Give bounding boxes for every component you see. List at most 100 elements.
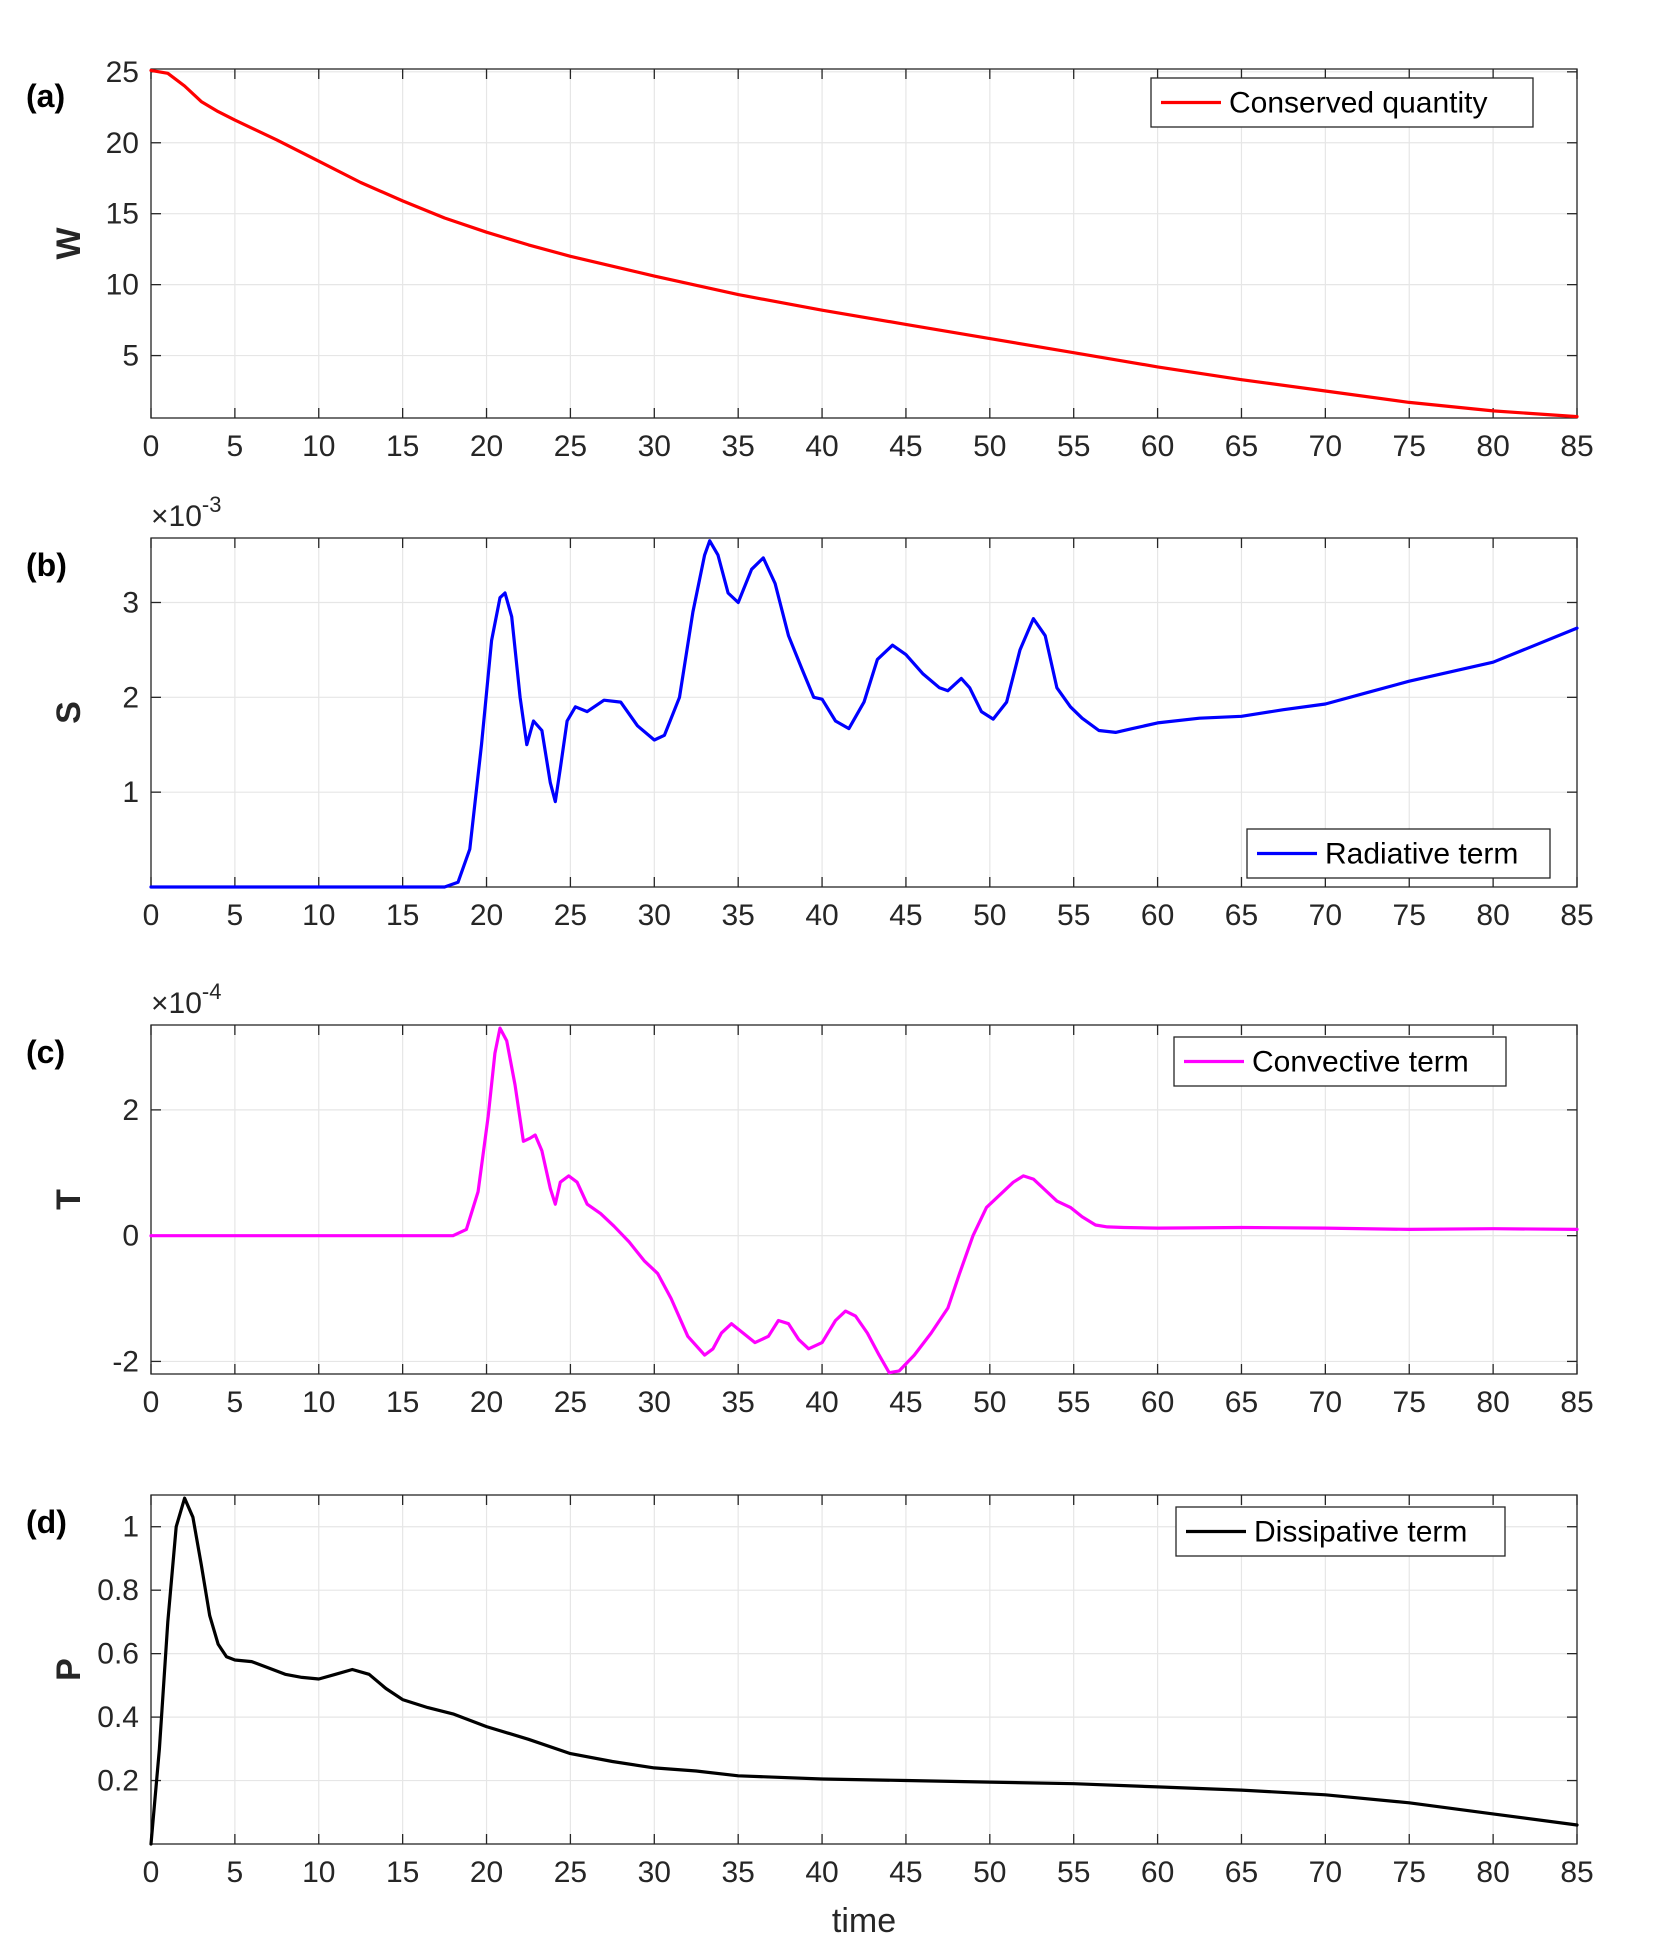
axes-frame [150,1494,1578,1845]
x-tick-label: 5 [227,430,244,463]
x-tick-label: 15 [386,430,419,463]
axes-frame [150,1024,1578,1375]
x-tick-label: 75 [1393,430,1426,463]
x-tick-label: 15 [386,899,419,932]
panel-label: (b) [26,547,67,583]
x-tick-label: 55 [1057,1856,1090,1889]
y-tick-label: 10 [106,269,139,302]
y-tick-label: -2 [112,1345,139,1378]
y-axis-label: P [50,1658,88,1681]
panel-label: (c) [26,1034,65,1070]
x-tick-label: 55 [1057,1386,1090,1419]
x-tick-label: 40 [805,1386,838,1419]
x-tick-label: 5 [227,899,244,932]
x-tick-label: 20 [470,1386,503,1419]
panel-label: (a) [26,78,65,114]
x-tick-label: 45 [889,899,922,932]
y-axis-label: S [50,701,88,724]
y-tick-label: 1 [122,1511,139,1544]
x-tick-label: 0 [143,1386,160,1419]
legend-label: Convective term [1252,1046,1469,1079]
x-tick-label: 65 [1225,430,1258,463]
y-tick-label: 0.8 [97,1574,139,1607]
y-tick-label: 3 [122,586,139,619]
y-tick-label: 5 [122,340,139,373]
x-tick-label: 30 [638,1386,671,1419]
axis-exponent: ×10-4 [151,979,221,1020]
x-tick-label: 85 [1560,430,1593,463]
x-tick-label: 65 [1225,899,1258,932]
x-tick-label: 30 [638,430,671,463]
legend-label: Dissipative term [1254,1516,1467,1549]
panel-b: 0 5 10 15 20 25 30 35 40 45 50 55 60 65 70 75 80 85 1 2 3 S (b… [26,492,1594,932]
x-tick-label: 70 [1309,1386,1342,1419]
series-line [149,68,1579,419]
x-tick-label: 5 [227,1856,244,1889]
legend: Conserved quantity [1150,77,1534,128]
x-tick-label: 60 [1141,430,1174,463]
x-tick-label: 45 [889,1386,922,1419]
panel-c: 0 5 10 15 20 25 30 35 40 45 50 55 60 65 70 75 80 85-202T(… [26,979,1594,1419]
axis-exponent: ×10-3 [151,492,221,533]
y-tick-label: 1 [122,776,139,809]
x-tick-label: 55 [1057,430,1090,463]
x-tick-label: 25 [554,430,587,463]
x-tick-label: 30 [638,1856,671,1889]
x-tick-label: 60 [1141,1386,1174,1419]
series-line [149,1496,1579,1846]
x-tick-label: 40 [805,1856,838,1889]
legend-label: Radiative term [1325,838,1518,871]
y-tick-label: 2 [122,681,139,714]
legend-label: Conserved quantity [1229,87,1488,120]
y-tick-label: 2 [122,1094,139,1127]
x-tick-label: 5 [227,1386,244,1419]
x-tick-label: 80 [1476,1856,1509,1889]
x-tick-label: 10 [302,430,335,463]
y-tick-label: 20 [106,127,139,160]
x-tick-label: 35 [721,1386,754,1419]
x-tick-label: 25 [554,1856,587,1889]
x-tick-label: 35 [721,899,754,932]
x-tick-label: 35 [721,1856,754,1889]
x-tick-label: 30 [638,899,671,932]
x-tick-label: 65 [1225,1856,1258,1889]
x-tick-label: 20 [470,430,503,463]
x-tick-label: 80 [1476,430,1509,463]
series-line [149,1026,1579,1375]
legend: Radiative term [1246,828,1551,879]
y-axis-label: W [50,227,88,260]
x-tick-label: 70 [1309,430,1342,463]
x-tick-label: 50 [973,1856,1006,1889]
series-line [149,539,1579,889]
x-tick-label: 50 [973,899,1006,932]
x-tick-label: 20 [470,1856,503,1889]
x-tick-label: 75 [1393,899,1426,932]
y-tick-label: 15 [106,198,139,231]
x-tick-label: 10 [302,1386,335,1419]
x-tick-label: 75 [1393,1386,1426,1419]
x-tick-label: 10 [302,1856,335,1889]
x-tick-label: 65 [1225,1386,1258,1419]
x-tick-label: 25 [554,1386,587,1419]
x-tick-label: 45 [889,430,922,463]
x-tick-label: 20 [470,899,503,932]
axes-frame [150,68,1578,419]
x-axis-label: time [832,1902,896,1940]
panel-d: 0 5 10 15 20 25 30 35 40 45 50 55 60 65 70 75 80 85 0.2 0.4… [26,1494,1594,1889]
x-tick-label: 85 [1560,1856,1593,1889]
y-axis-label: T [50,1189,88,1210]
y-tick-label: 0.4 [97,1701,139,1734]
axes-frame [150,537,1578,888]
y-tick-label: 25 [106,56,139,89]
x-tick-label: 0 [143,1856,160,1889]
x-tick-label: 70 [1309,1856,1342,1889]
x-tick-label: 50 [973,430,1006,463]
x-tick-label: 10 [302,899,335,932]
x-tick-label: 15 [386,1856,419,1889]
panel-a: 0 5 10 15 20 25 30 35 40 45 50 55 60 65 70 75 80 85 5 10 15 2… [26,56,1594,463]
legend: Dissipative term [1175,1506,1506,1557]
y-tick-label: 0.2 [97,1765,139,1798]
x-tick-label: 80 [1476,1386,1509,1419]
x-tick-label: 40 [805,899,838,932]
